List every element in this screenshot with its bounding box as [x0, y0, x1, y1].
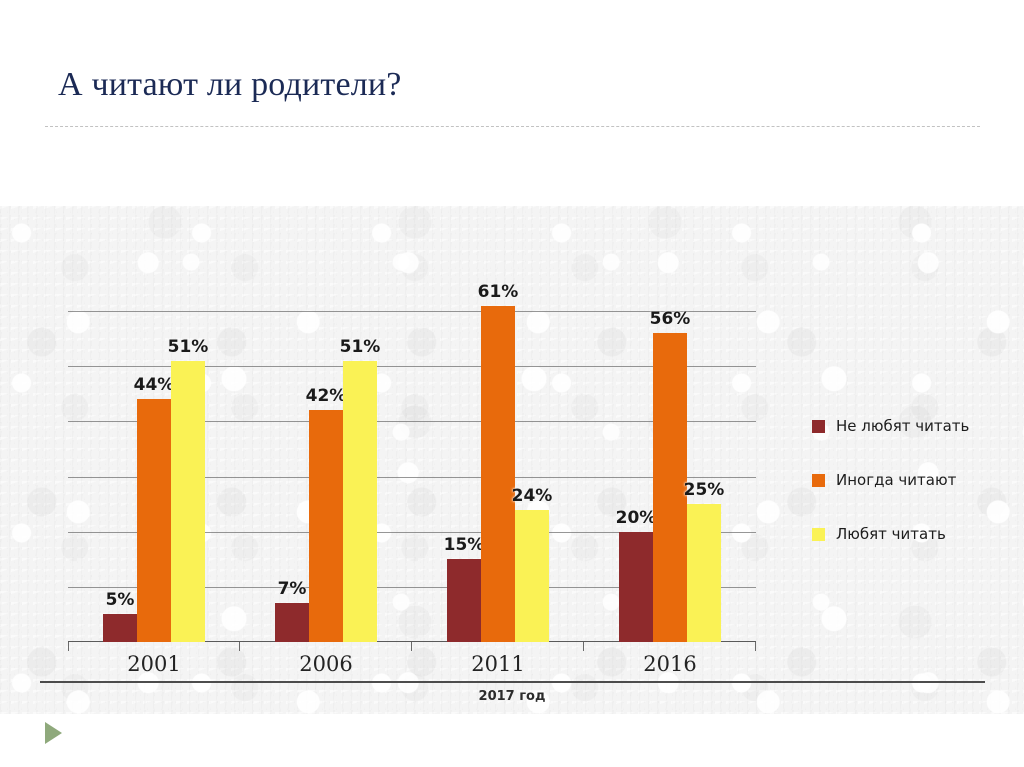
x-axis-labels: 2001 2006 2011 2016: [68, 652, 756, 676]
bar-slot: 15%: [444, 256, 484, 642]
gridline: [68, 586, 756, 588]
axis-tick: [411, 642, 412, 651]
gridline: [68, 476, 756, 478]
axis-tick-end: [755, 642, 756, 651]
title-divider: [45, 126, 980, 127]
axis-tick: [583, 642, 584, 651]
chart-legend: Не любят читать Иногда читают Любят чита…: [812, 399, 1002, 561]
bar[interactable]: 15%: [444, 535, 484, 642]
gridline: [68, 311, 756, 313]
x-axis-tick-label: 2001: [127, 652, 181, 676]
bar-value-label: 5%: [105, 590, 135, 611]
bar[interactable]: 61%: [478, 282, 518, 642]
bar[interactable]: 51%: [340, 337, 380, 642]
bar[interactable]: 42%: [306, 386, 346, 642]
bar-value-label: 20%: [615, 507, 657, 528]
bar-value-label: 42%: [305, 386, 347, 407]
bar[interactable]: 56%: [650, 309, 690, 642]
gridline: [68, 421, 756, 423]
footer-divider: [40, 681, 985, 683]
bar-value-label: 15%: [443, 535, 485, 556]
bar-groups: 5% 44% 51% 7%: [68, 256, 756, 651]
bar-chart-figure: 5% 44% 51% 7%: [0, 206, 1024, 714]
x-axis-tick-label: 2016: [643, 652, 697, 676]
bar-value-label: 25%: [683, 480, 725, 501]
legend-label: Любят читать: [836, 525, 946, 543]
x-axis-tick-label: 2011: [471, 652, 525, 676]
bar-value-label: 51%: [339, 336, 381, 357]
bar-slot: 20%: [616, 256, 656, 642]
bar[interactable]: 24%: [512, 486, 552, 642]
legend-label: Не любят читать: [836, 417, 970, 435]
bar[interactable]: 7%: [275, 579, 309, 642]
bar-slot: 44%: [134, 256, 174, 642]
bar-slot: 51%: [340, 256, 380, 642]
legend-item: Любят читать: [812, 507, 1002, 561]
bar-slot: 5%: [103, 256, 137, 642]
legend-item: Не любят читать: [812, 399, 1002, 453]
bar-group: 15% 61% 24%: [412, 256, 584, 651]
gridline: [68, 366, 756, 368]
bar-slot: 42%: [306, 256, 346, 642]
bar-value-label: 56%: [649, 309, 691, 330]
axis-tick-start: [68, 642, 69, 651]
bar-group: 5% 44% 51%: [68, 256, 240, 651]
bar[interactable]: 44%: [134, 375, 174, 642]
x-axis-line: [68, 641, 756, 642]
bar[interactable]: 5%: [103, 590, 137, 642]
bar-slot: 7%: [275, 256, 309, 642]
legend-swatch-icon: [812, 527, 825, 541]
chart-footer-note: 2017 год: [478, 689, 546, 704]
legend-item: Иногда читают: [812, 453, 1002, 507]
plot-area: 5% 44% 51% 7%: [68, 256, 756, 651]
bar-slot: 61%: [478, 256, 518, 642]
bar[interactable]: 20%: [616, 508, 656, 642]
bar-group: 20% 56% 25%: [584, 256, 756, 642]
play-triangle-icon[interactable]: [45, 722, 62, 744]
gridline: [68, 531, 756, 533]
x-axis-tick-label: 2006: [299, 652, 353, 676]
bar-slot: 56%: [650, 256, 690, 642]
bar-value-label: 7%: [277, 579, 307, 600]
bar-group: 7% 42% 51%: [240, 256, 412, 651]
legend-swatch-icon: [812, 473, 825, 487]
page-title: А читают ли родители?: [58, 66, 402, 103]
bar-value-label: 44%: [133, 375, 175, 396]
bar-value-label: 61%: [477, 281, 519, 302]
legend-swatch-icon: [812, 419, 825, 433]
bar-slot: 25%: [684, 256, 724, 642]
bar-value-label: 51%: [167, 336, 209, 357]
bar-slot: 51%: [168, 256, 208, 642]
bar-slot: 24%: [512, 256, 552, 642]
axis-tick: [239, 642, 240, 651]
legend-label: Иногда читают: [836, 471, 957, 489]
bar-value-label: 24%: [511, 485, 553, 506]
bar[interactable]: 51%: [168, 337, 208, 642]
bar[interactable]: 25%: [684, 480, 724, 642]
